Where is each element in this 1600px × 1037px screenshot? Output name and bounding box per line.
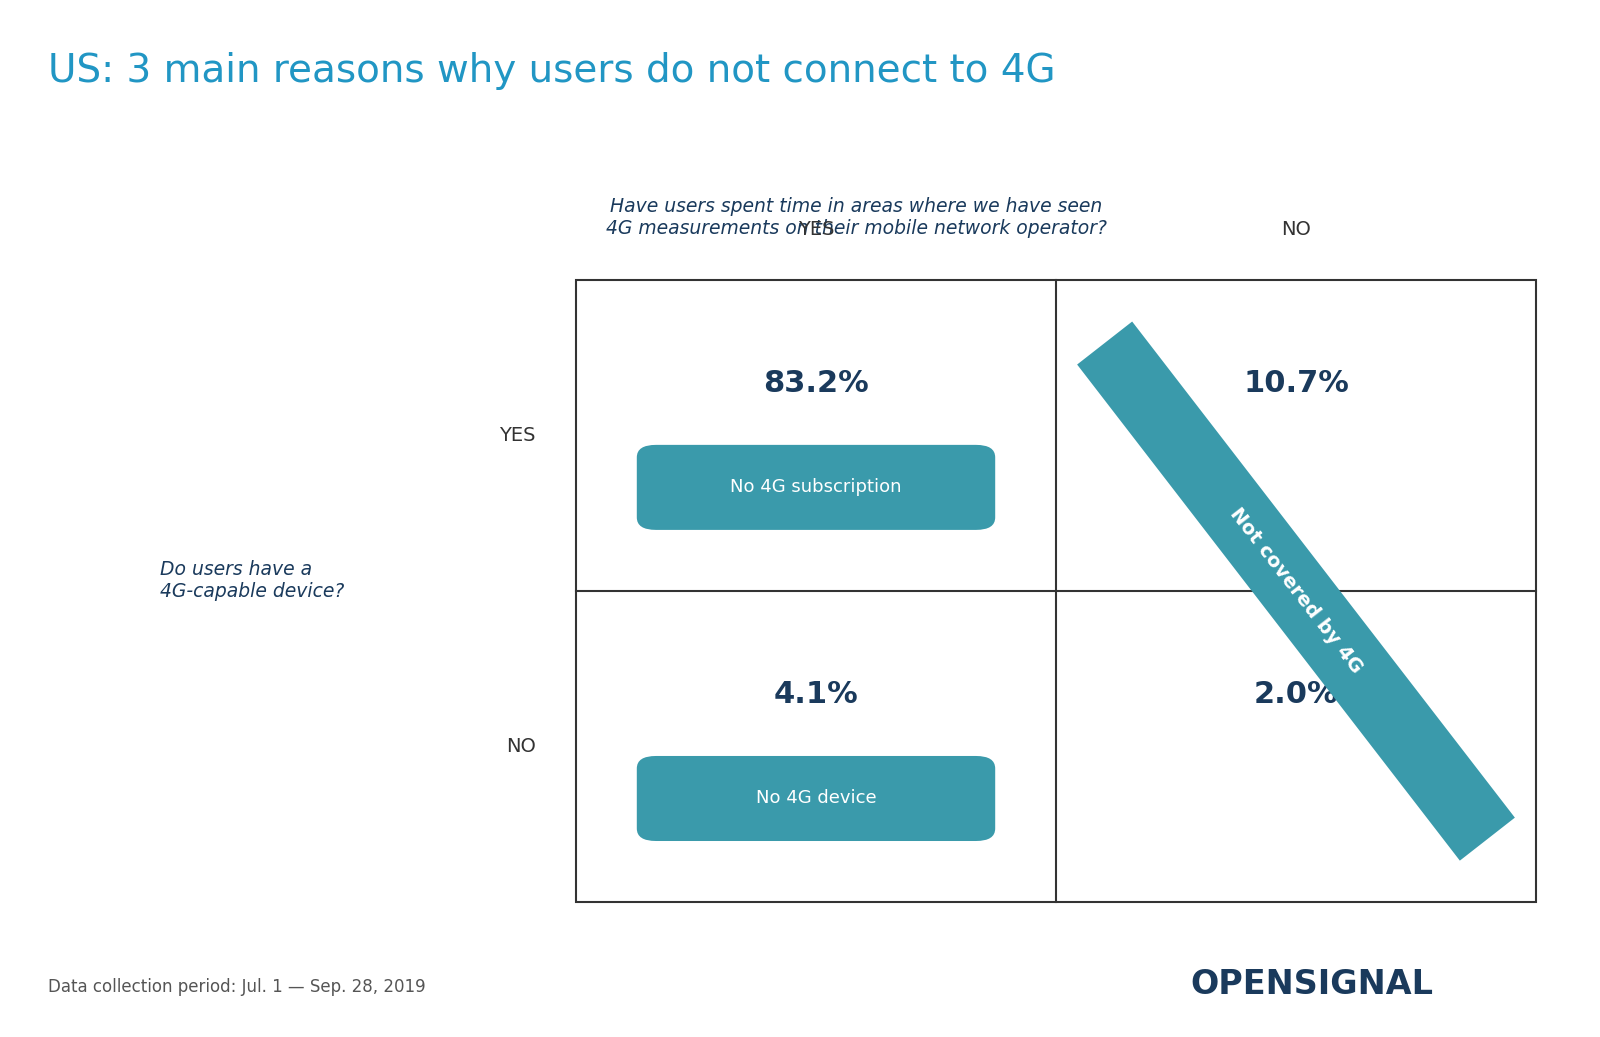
Text: YES: YES (798, 220, 834, 239)
Text: OPENSIGNAL: OPENSIGNAL (1190, 968, 1434, 1001)
Text: NO: NO (1282, 220, 1310, 239)
Text: NO: NO (506, 737, 536, 756)
Text: Have users spent time in areas where we have seen
4G measurements on their mobil: Have users spent time in areas where we … (605, 197, 1107, 239)
Polygon shape (1077, 321, 1515, 861)
Text: US: 3 main reasons why users do not connect to 4G: US: 3 main reasons why users do not conn… (48, 52, 1056, 90)
Text: Not covered by 4G: Not covered by 4G (1226, 505, 1366, 677)
Text: 4.1%: 4.1% (774, 680, 858, 709)
Text: No 4G device: No 4G device (755, 789, 877, 808)
FancyBboxPatch shape (637, 756, 995, 841)
Text: Do users have a
4G-capable device?: Do users have a 4G-capable device? (160, 560, 344, 601)
Bar (576, 280, 1536, 902)
Text: 83.2%: 83.2% (763, 369, 869, 398)
Text: 2.0%: 2.0% (1254, 680, 1338, 709)
Text: YES: YES (499, 426, 536, 445)
Text: No 4G subscription: No 4G subscription (730, 478, 902, 497)
Text: 10.7%: 10.7% (1243, 369, 1349, 398)
FancyBboxPatch shape (637, 445, 995, 530)
Text: Data collection period: Jul. 1 — Sep. 28, 2019: Data collection period: Jul. 1 — Sep. 28… (48, 978, 426, 996)
